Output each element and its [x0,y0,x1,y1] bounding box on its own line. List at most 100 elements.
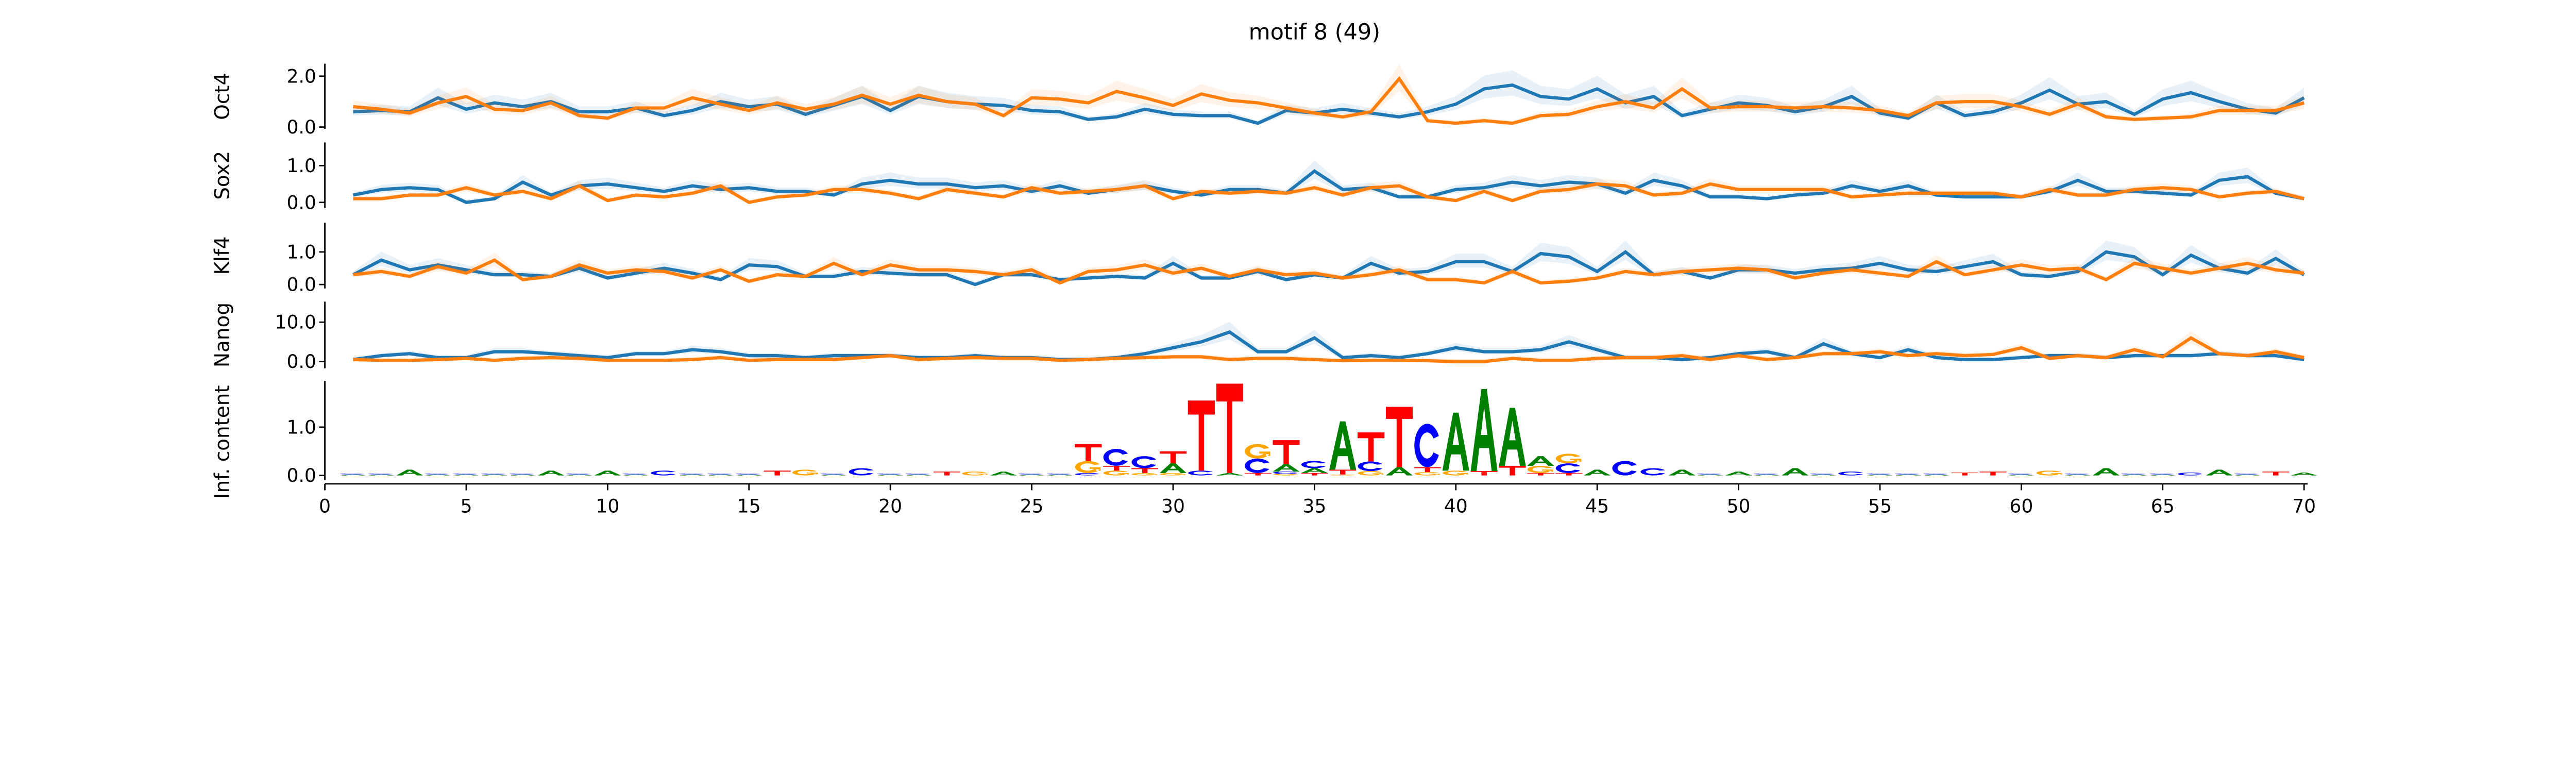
logo-letter-A [622,474,650,476]
chart-title: motif 8 (49) [1249,19,1380,45]
x-tick-label: 30 [1161,495,1185,517]
confidence-band-series-1 [353,70,2304,125]
x-tick-label: 45 [1585,495,1609,517]
logo-letter-T [1527,473,1554,476]
y-tick-label: 10.0 [275,311,316,333]
logo-letter-C [736,473,760,475]
logo-letter-A [1216,473,1243,476]
logo-letter-T [1499,465,1526,476]
logo-letter-G [1075,461,1101,473]
confidence-band-series-2 [353,253,2304,285]
logo-letter-G [1245,444,1270,459]
logo-letter-A [1385,467,1413,476]
logo-letter-C [2121,473,2146,475]
logo-letter-T [1329,469,1357,475]
line-series-1 [353,83,2305,125]
logo-letter-G [2036,470,2062,476]
logo-letter-C [1923,473,1948,475]
logo-letter-A [340,474,367,476]
line-series-1 [352,169,2304,204]
logo-letter-G [792,469,818,476]
logo-letter-T [933,472,960,476]
y-tick-label: 0.0 [286,274,316,296]
y-tick-label: 1.0 [286,416,316,438]
y-tick-label: 0.0 [286,464,316,486]
logo-letter-A [509,474,536,476]
logo-letter-G [1358,471,1384,476]
logo-letter-A [1527,456,1554,466]
logo-letter-C [622,473,648,475]
logo-letter-A [1668,469,1696,476]
logo-letter-C [481,473,506,475]
logo-letter-A [452,474,480,476]
logo-letter-C [1555,463,1581,473]
logo-letter-C [2008,473,2033,475]
logo-letter-G [1414,472,1440,476]
y-axis-label: Inf. content [211,385,234,499]
logo-letter-C [1188,470,1213,476]
logo-letter-A [1697,474,1724,476]
logo-letter-A [1584,469,1611,476]
logo-letter-A [2121,474,2148,476]
logo-letter-C [1358,461,1383,472]
line-series-2 [353,76,2304,125]
y-tick-label: 2.0 [286,65,316,87]
logo-letter-C [820,473,845,475]
logo-letter-C [1131,456,1156,468]
logo-letter-A [396,469,423,476]
logo-letter-T [1188,400,1215,471]
x-tick-label: 25 [1020,495,1044,517]
logo-letter-A [425,474,452,476]
y-axis-label: Nanog [211,303,234,367]
logo-letter-T [1555,473,1583,476]
logo-letter-G [1103,470,1129,476]
logo-letter-A [566,474,593,476]
logo-letter-T [1385,407,1413,467]
logo-letter-G [1555,453,1582,464]
y-axis-label: Klf4 [211,236,234,275]
logo-letter-A [1499,408,1526,466]
x-tick-label: 40 [1444,495,1468,517]
logo-letter-C [1867,473,1891,475]
x-tick-label: 70 [2292,495,2316,517]
logo-letter-G [962,472,988,476]
logo-letter-C [425,473,449,475]
logo-letter-C [905,473,930,475]
logo-letter-C [1018,473,1043,475]
logo-letter-T [764,470,791,476]
logo-letter-A [735,474,762,476]
logo-letter-G [1443,470,1468,476]
line-series-2 [353,182,2304,205]
logo-letter-A [1329,421,1357,470]
x-tick-label: 55 [1868,495,1892,517]
logo-letter-A [2149,474,2176,476]
logo-letter-C [1075,473,1100,476]
logo-letter-C [2178,472,2202,476]
logo-letter-A [2234,474,2261,476]
logo-letter-C [1640,468,1665,476]
logo-letter-C [2234,473,2259,475]
logo-letter-C [1301,461,1326,468]
line-series-2 [353,336,2304,363]
logo-letter-A [1753,474,1781,476]
logo-letter-C [1612,461,1637,476]
logo-letter-C [2064,473,2090,475]
logo-letter-T [1358,432,1385,462]
logo-letter-A [1301,468,1328,473]
logo-letter-A [2206,469,2233,476]
confidence-band-series-1 [353,322,2304,362]
logo-letter-A [877,474,904,476]
logo-letter-A [1442,412,1469,471]
logo-letter-A [707,474,734,476]
y-tick-label: 0.0 [286,350,316,373]
line-series-2 [353,258,2304,285]
logo-letter-A [1470,389,1498,472]
x-tick-label: 60 [2009,495,2033,517]
logo-letter-C [566,473,591,475]
logo-letter-C [707,473,732,475]
motif-chart: motif 8 (49) 0.0 2.0 Oct4 0.0 1.0 Sox2 0.0 1.0 K… [211,19,2318,517]
y-tick-label: 1.0 [286,241,316,263]
x-tick-label: 0 [319,495,331,517]
logo-letter-T [1075,444,1102,461]
logo-letter-C [1103,449,1128,466]
